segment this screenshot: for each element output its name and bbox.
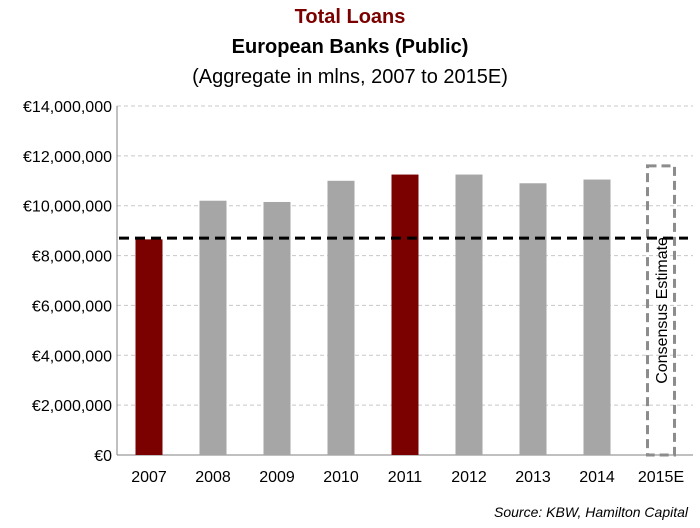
y-tick-label: €4,000,000 — [32, 348, 112, 365]
y-tick-label: €10,000,000 — [23, 199, 112, 216]
x-tick-label: 2013 — [515, 469, 551, 486]
bar — [263, 201, 291, 455]
x-tick-label: 2008 — [195, 469, 231, 486]
bar-estimate-outline — [646, 164, 676, 457]
y-tick-label: €6,000,000 — [32, 298, 112, 315]
y-tick-label: €0 — [94, 448, 112, 465]
bar — [455, 174, 483, 455]
y-tick-label: €2,000,000 — [32, 398, 112, 415]
x-tick-label: 2015E — [638, 469, 684, 486]
bar — [391, 174, 419, 455]
x-tick-label: 2010 — [323, 469, 359, 486]
x-tick-label: 2012 — [451, 469, 487, 486]
bar — [327, 180, 355, 456]
y-tick-label: €14,000,000 — [23, 99, 112, 116]
source-note: Source: KBW, Hamilton Capital — [494, 504, 688, 520]
bar — [583, 179, 611, 455]
estimate-label: Consensus Estimate — [654, 237, 671, 384]
x-tick-label: 2007 — [131, 469, 167, 486]
x-tick-label: 2011 — [388, 469, 423, 486]
bar — [135, 239, 163, 455]
x-tick-label: 2009 — [259, 469, 295, 486]
chart-note: (Aggregate in mlns, 2007 to 2015E) — [192, 66, 508, 88]
x-tick-label: 2014 — [579, 469, 615, 486]
y-tick-label: €12,000,000 — [23, 149, 112, 166]
chart-title: Total Loans — [294, 6, 406, 28]
chart-subtitle: European Banks (Public) — [231, 36, 469, 58]
y-tick-label: €8,000,000 — [32, 249, 112, 266]
bar — [519, 183, 547, 455]
bar — [199, 200, 227, 455]
